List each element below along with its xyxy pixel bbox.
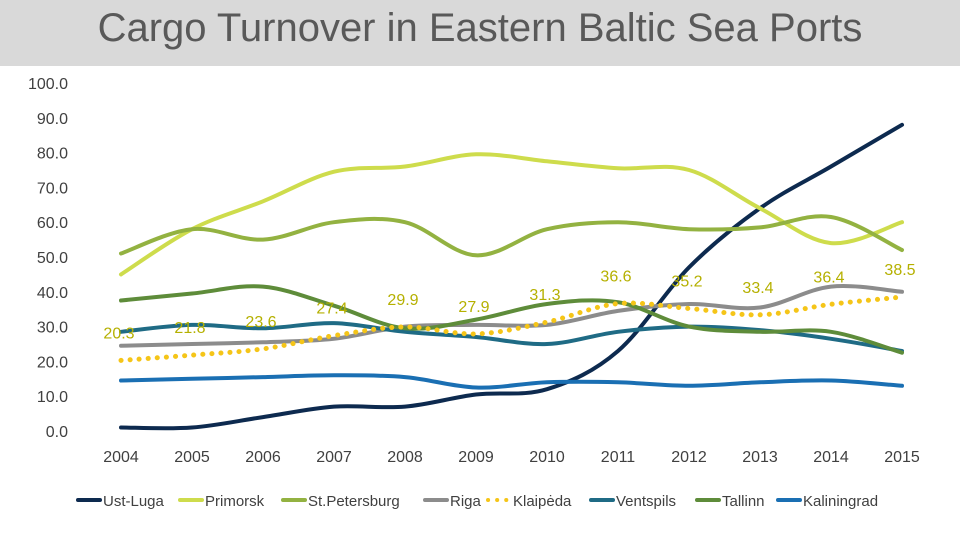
y-tick-label: 10.0: [37, 389, 68, 406]
data-label: 27.4: [316, 301, 347, 318]
series-line-ust-luga: [119, 122, 904, 431]
x-tick-label: 2008: [387, 449, 423, 466]
legend-label-primorsk: Primorsk: [205, 493, 265, 510]
y-tick-label: 0.0: [46, 424, 68, 441]
y-tick-label: 100.0: [28, 76, 68, 93]
y-tick-label: 20.0: [37, 354, 68, 371]
chart-title: Cargo Turnover in Eastern Baltic Sea Por…: [97, 6, 863, 50]
data-label: 29.9: [387, 292, 418, 309]
x-axis: 2004 2005 2006 2007 2008 2009 2010 2011 2012 2013…: [103, 449, 920, 466]
data-label: 38.5: [884, 262, 915, 279]
legend-label-tallinn: Tallinn: [722, 493, 765, 510]
x-tick-label: 2014: [813, 449, 849, 466]
data-label: 27.9: [458, 299, 489, 316]
y-axis: 0.0 10.0 20.0 30.0 40.0 50.0 60.0 70.0 80.0 90.0 1…: [28, 76, 68, 441]
x-tick-label: 2015: [884, 449, 920, 466]
x-tick-label: 2007: [316, 449, 352, 466]
series-line-tallinn: [119, 284, 904, 355]
y-tick-label: 50.0: [37, 250, 68, 267]
x-tick-label: 2006: [245, 449, 281, 466]
data-label: 31.3: [529, 287, 560, 304]
data-label: 35.2: [671, 274, 702, 291]
x-tick-label: 2004: [103, 449, 139, 466]
data-label: 20.3: [103, 325, 134, 342]
legend: Ust-Luga Primorsk St.Petersburg Riga Klaipėd…: [76, 493, 878, 510]
data-labels: 20.3 21.8 23.6 27.4 29.9 27.9 31.3 36.6 35.2 33.4…: [103, 262, 915, 342]
data-label: 21.8: [174, 320, 205, 337]
y-tick-label: 90.0: [37, 111, 68, 128]
x-tick-label: 2013: [742, 449, 778, 466]
legend-label-st-petersburg: St.Petersburg: [308, 493, 400, 510]
series-line-riga: [119, 284, 904, 348]
data-label: 23.6: [245, 314, 276, 331]
series-lines: [118, 122, 905, 431]
data-label: 36.6: [600, 269, 631, 286]
legend-label-kaliningrad: Kaliningrad: [803, 493, 878, 510]
legend-label-ust-luga: Ust-Luga: [103, 493, 165, 510]
data-label: 33.4: [742, 280, 773, 297]
y-tick-label: 60.0: [37, 215, 68, 232]
y-tick-label: 80.0: [37, 146, 68, 163]
legend-label-riga: Riga: [450, 493, 482, 510]
series-line-primorsk: [119, 152, 904, 277]
title-bar: [0, 0, 960, 66]
x-tick-label: 2005: [174, 449, 210, 466]
series-line-kaliningrad: [119, 373, 904, 390]
y-tick-label: 30.0: [37, 320, 68, 337]
y-tick-label: 40.0: [37, 285, 68, 302]
data-label: 36.4: [813, 269, 844, 286]
series-line-klaip-da: [118, 294, 905, 363]
x-tick-label: 2010: [529, 449, 565, 466]
legend-label-klaip-da: Klaipėda: [513, 493, 572, 510]
series-line-st-petersburg: [119, 214, 904, 258]
x-tick-label: 2011: [601, 449, 636, 466]
legend-label-ventspils: Ventspils: [616, 493, 676, 510]
y-tick-label: 70.0: [37, 180, 68, 197]
x-tick-label: 2012: [671, 449, 707, 466]
x-tick-label: 2009: [458, 449, 494, 466]
